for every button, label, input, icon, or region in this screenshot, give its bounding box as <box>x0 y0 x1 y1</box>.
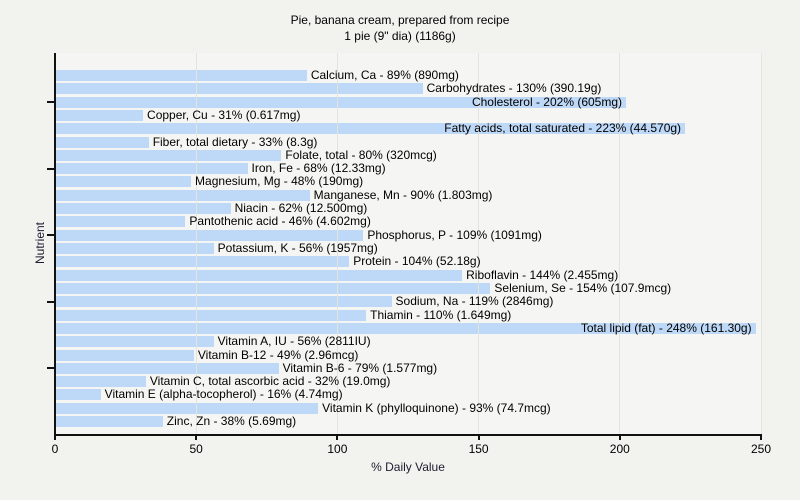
nutrient-bar-label: Copper, Cu - 31% (0.617mg) <box>147 107 301 122</box>
nutrient-bar-label: Protein - 104% (52.18g) <box>353 254 481 269</box>
nutrient-bar <box>55 322 756 334</box>
grid-line <box>619 53 621 434</box>
nutrient-bar <box>55 163 248 175</box>
x-tick <box>618 436 621 440</box>
nutrient-bar <box>55 349 194 361</box>
nutrient-bar <box>55 136 149 148</box>
nutrient-bar <box>55 83 423 95</box>
x-tick-label: 150 <box>468 442 489 456</box>
nutrient-bar-label: Folate, total - 80% (320mcg) <box>285 147 437 162</box>
nutrient-bar <box>55 70 307 81</box>
grid-line <box>195 53 197 434</box>
nutrient-bar-label: Vitamin B-6 - 79% (1.577mg) <box>282 360 438 375</box>
nutrient-bar <box>55 109 144 121</box>
y-tick <box>47 367 54 370</box>
nutrient-bar-label: Phosphorus, P - 109% (1091mg) <box>367 227 542 242</box>
y-axis-spine <box>54 53 56 436</box>
nutrient-bar-label: Niacin - 62% (12.500mg) <box>234 201 368 216</box>
nutrient-bar-label: Vitamin E (alpha-tocopherol) - 16% (4.74… <box>104 387 343 402</box>
x-tick-label: 200 <box>609 442 630 456</box>
y-tick <box>47 101 54 104</box>
nutrient-bar-label: Potassium, K - 56% (1957mg) <box>217 241 378 256</box>
nutrient-bar-label: Riboflavin - 144% (2.455mg) <box>466 267 619 282</box>
x-tick <box>477 436 480 440</box>
nutrient-bar <box>55 376 146 388</box>
nutrient-bar-label: Manganese, Mn - 90% (1.803mg) <box>313 187 493 202</box>
nutrient-bar-label: Vitamin C, total ascorbic acid - 32% (19… <box>149 374 391 389</box>
nutrient-bar <box>55 389 101 401</box>
x-axis-spine <box>54 434 762 436</box>
x-tick <box>336 436 339 440</box>
chart-title: Pie, banana cream, prepared from recipe … <box>0 12 800 44</box>
chart-title-line1: Pie, banana cream, prepared from recipe <box>290 13 510 27</box>
nutrient-bar-label: Calcium, Ca - 89% (890mg) <box>310 68 459 82</box>
y-tick <box>47 234 54 237</box>
nutrient-bar-label: Selenium, Se - 154% (107.9mcg) <box>494 280 672 295</box>
nutrient-bar <box>55 362 279 374</box>
nutrient-bar <box>55 282 491 294</box>
y-axis-label: Nutrient <box>33 221 47 265</box>
nutrient-bar <box>55 309 367 321</box>
nutrient-bar-label: Zinc, Zn - 38% (5.69mg) <box>166 414 297 429</box>
nutrient-bar <box>55 296 392 308</box>
nutrient-bar <box>55 243 214 255</box>
nutrient-bar <box>55 216 186 228</box>
x-tick <box>54 436 56 440</box>
nutrient-bar-label: Sodium, Na - 119% (2846mg) <box>395 294 554 309</box>
x-tick-label: 50 <box>189 442 203 456</box>
nutrient-bar-label: Vitamin B-12 - 49% (2.96mcg) <box>197 347 359 362</box>
nutrient-bar <box>55 189 310 201</box>
grid-line <box>478 53 480 434</box>
nutrient-bar-label: Vitamin A, IU - 56% (2811IU) <box>217 334 371 349</box>
x-tick-label: 0 <box>51 442 59 456</box>
x-tick <box>195 436 198 440</box>
nutrient-bar-label: Pantothenic acid - 46% (4.602mg) <box>189 214 371 229</box>
nutrient-bar-label: Fiber, total dietary - 33% (8.3g) <box>152 134 318 149</box>
nutrient-bar <box>55 336 214 348</box>
nutrient-bar <box>55 123 686 135</box>
nutrient-bar <box>55 269 463 281</box>
y-tick <box>47 167 54 170</box>
nutrient-bar <box>55 96 626 108</box>
nutrient-bar-label: Carbohydrates - 130% (390.19g) <box>426 81 602 96</box>
nutrient-bar-label: Total lipid (fat) - 248% (161.30g) <box>580 320 752 335</box>
nutrient-bar-label: Thiamin - 110% (1.649mg) <box>370 307 512 322</box>
nutrient-bar <box>55 203 231 215</box>
x-tick-label: 250 <box>750 442 772 456</box>
nutrient-bar <box>55 416 163 428</box>
nutrient-bar <box>55 402 319 414</box>
x-tick-label: 100 <box>327 442 348 456</box>
x-axis-label: % Daily Value <box>371 460 445 474</box>
nutrient-bar <box>55 149 282 161</box>
nutrient-bar-label: Magnesium, Mg - 48% (190mg) <box>195 174 364 189</box>
x-tick <box>760 436 762 440</box>
nutrient-bar-label: Cholesterol - 202% (605mg) <box>471 94 623 109</box>
y-tick <box>47 300 54 303</box>
chart-title-line2: 1 pie (9" dia) (1186g) <box>344 29 456 43</box>
grid-line <box>336 53 338 434</box>
nutrient-bar-label: Vitamin K (phylloquinone) - 93% (74.7mcg… <box>322 400 551 415</box>
nutrient-bar <box>55 256 350 268</box>
nutrient-bar-label: Fatty acids, total saturated - 223% (44.… <box>444 121 682 136</box>
grid-line <box>760 53 762 434</box>
nutrient-bar-label: Iron, Fe - 68% (12.33mg) <box>251 161 386 176</box>
nutrient-bar <box>55 176 192 188</box>
nutrient-bar <box>55 229 364 241</box>
